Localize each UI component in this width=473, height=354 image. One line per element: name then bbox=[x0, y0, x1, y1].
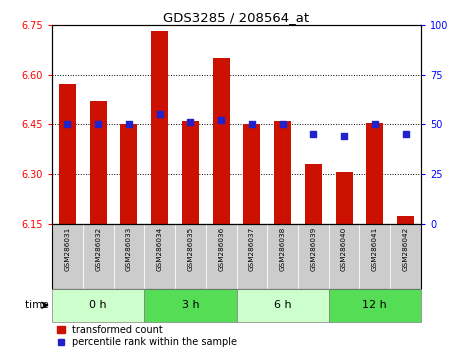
Text: GSM286040: GSM286040 bbox=[341, 227, 347, 271]
Text: GSM286036: GSM286036 bbox=[218, 227, 224, 271]
FancyBboxPatch shape bbox=[206, 224, 236, 289]
Bar bbox=[90, 101, 106, 224]
Text: GSM286042: GSM286042 bbox=[403, 227, 409, 271]
FancyBboxPatch shape bbox=[390, 224, 421, 289]
FancyBboxPatch shape bbox=[144, 289, 236, 321]
Point bbox=[248, 121, 255, 127]
Bar bbox=[244, 124, 260, 224]
Bar bbox=[367, 122, 383, 224]
Text: GSM286038: GSM286038 bbox=[280, 227, 286, 271]
Bar bbox=[213, 58, 229, 224]
Text: 12 h: 12 h bbox=[362, 300, 387, 310]
Point bbox=[402, 131, 410, 137]
Bar bbox=[274, 121, 291, 224]
Bar bbox=[59, 85, 76, 224]
Point bbox=[94, 121, 102, 127]
Bar bbox=[121, 124, 137, 224]
FancyBboxPatch shape bbox=[236, 224, 267, 289]
Text: GSM286033: GSM286033 bbox=[126, 227, 132, 271]
FancyBboxPatch shape bbox=[83, 224, 114, 289]
FancyBboxPatch shape bbox=[329, 289, 421, 321]
Bar bbox=[305, 164, 322, 224]
Text: GSM286037: GSM286037 bbox=[249, 227, 255, 271]
Point bbox=[217, 118, 225, 123]
Point bbox=[371, 121, 378, 127]
Point bbox=[310, 131, 317, 137]
Bar bbox=[151, 32, 168, 224]
Text: time: time bbox=[25, 300, 52, 310]
FancyBboxPatch shape bbox=[52, 224, 83, 289]
FancyBboxPatch shape bbox=[52, 289, 144, 321]
Point bbox=[279, 121, 287, 127]
Text: 3 h: 3 h bbox=[182, 300, 199, 310]
FancyBboxPatch shape bbox=[114, 224, 144, 289]
FancyBboxPatch shape bbox=[175, 224, 206, 289]
FancyBboxPatch shape bbox=[359, 224, 390, 289]
Text: GSM286032: GSM286032 bbox=[95, 227, 101, 271]
Title: GDS3285 / 208564_at: GDS3285 / 208564_at bbox=[164, 11, 309, 24]
FancyBboxPatch shape bbox=[236, 289, 329, 321]
Point bbox=[125, 121, 132, 127]
Text: GSM286034: GSM286034 bbox=[157, 227, 163, 271]
Text: GSM286039: GSM286039 bbox=[310, 227, 316, 271]
Point bbox=[63, 121, 71, 127]
FancyBboxPatch shape bbox=[267, 224, 298, 289]
FancyBboxPatch shape bbox=[329, 224, 359, 289]
Text: GSM286035: GSM286035 bbox=[187, 227, 193, 271]
Legend: transformed count, percentile rank within the sample: transformed count, percentile rank withi… bbox=[57, 325, 237, 347]
Text: 0 h: 0 h bbox=[89, 300, 107, 310]
Text: GSM286031: GSM286031 bbox=[64, 227, 70, 271]
FancyBboxPatch shape bbox=[298, 224, 329, 289]
FancyBboxPatch shape bbox=[144, 224, 175, 289]
Text: GSM286041: GSM286041 bbox=[372, 227, 378, 271]
Bar bbox=[397, 216, 414, 224]
Point bbox=[186, 119, 194, 125]
Text: 6 h: 6 h bbox=[274, 300, 291, 310]
Bar bbox=[336, 172, 352, 224]
Point bbox=[156, 112, 164, 117]
Point bbox=[341, 133, 348, 139]
Bar bbox=[182, 121, 199, 224]
